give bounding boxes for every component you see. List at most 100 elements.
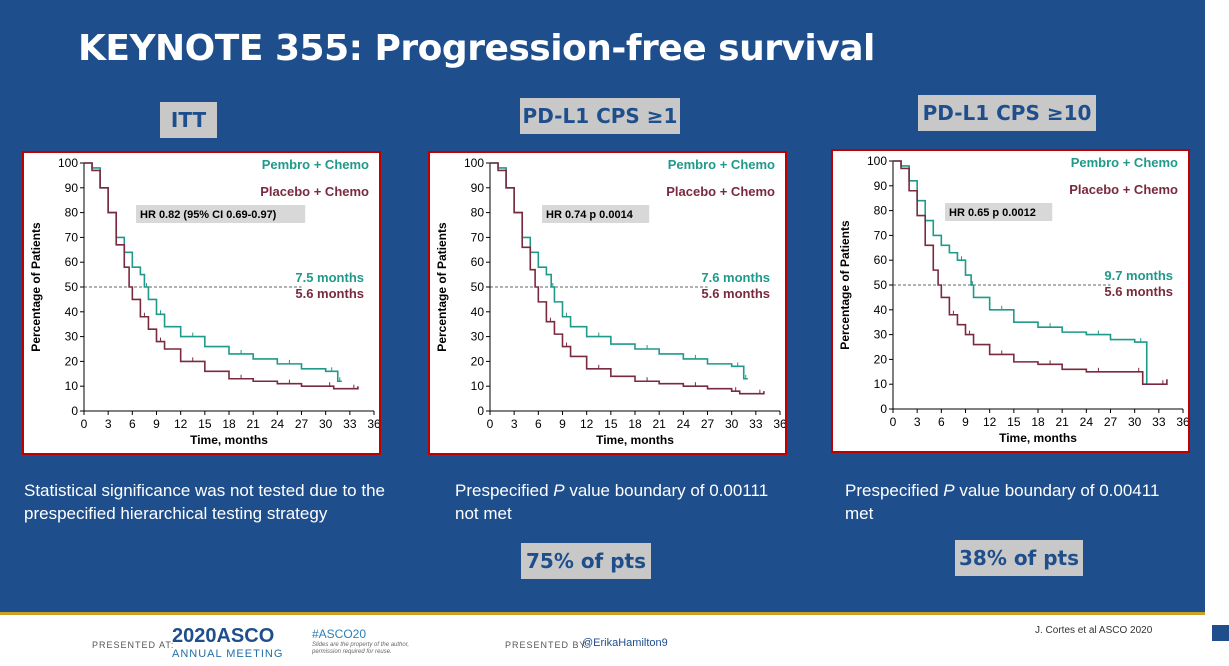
y-tick-label: 10 [874, 377, 888, 391]
legend-placebo-chemo: Placebo + Chemo [666, 184, 775, 199]
legend-placebo-chemo: Placebo + Chemo [1069, 182, 1178, 197]
y-tick-label: 0 [71, 404, 78, 418]
y-tick-label: 0 [477, 404, 484, 418]
x-axis-label: Time, months [190, 433, 268, 447]
permission-note: Slides are the property of the author, p… [312, 642, 410, 655]
x-tick-label: 21 [1055, 415, 1069, 429]
presenter-handle: @ErikaHamilton9 [582, 637, 668, 649]
y-tick-label: 40 [65, 305, 79, 319]
x-tick-label: 24 [1080, 415, 1094, 429]
x-tick-label: 21 [652, 417, 666, 431]
y-tick-label: 10 [65, 379, 79, 393]
y-tick-label: 70 [65, 230, 79, 244]
y-tick-label: 70 [471, 230, 485, 244]
hazard-ratio-text: HR 0.82 (95% CI 0.69-0.97) [140, 209, 277, 221]
hazard-ratio-box [136, 205, 306, 223]
x-tick-label: 15 [1007, 415, 1021, 429]
median-placebo-label: 5.6 months [1104, 284, 1173, 299]
x-tick-label: 33 [343, 417, 357, 431]
x-tick-label: 18 [1031, 415, 1045, 429]
x-axis-label: Time, months [999, 431, 1077, 445]
note-cps10: Prespecified P value boundary of 0.00411… [845, 481, 1160, 523]
asco-logo-subtitle: ANNUAL MEETING [172, 648, 284, 660]
x-tick-label: 0 [487, 417, 494, 431]
y-tick-label: 80 [471, 206, 485, 220]
y-axis-label: Percentage of Patients [838, 220, 852, 350]
median-pembro-label: 7.5 months [295, 270, 364, 285]
x-tick-label: 12 [580, 417, 594, 431]
badge-cps1: 75% of pts [521, 543, 651, 579]
x-tick-label: 30 [725, 417, 739, 431]
y-tick-label: 40 [471, 305, 485, 319]
x-tick-label: 27 [701, 417, 715, 431]
corner-square-decoration [1212, 625, 1229, 641]
x-tick-label: 12 [174, 417, 188, 431]
x-tick-label: 18 [628, 417, 642, 431]
presented-by-label: PRESENTED BY: [505, 640, 590, 650]
asco-logo: 2020ASCO [172, 625, 275, 647]
x-tick-label: 9 [153, 417, 160, 431]
y-tick-label: 50 [874, 278, 888, 292]
y-tick-label: 30 [65, 330, 79, 344]
y-tick-label: 100 [464, 156, 484, 170]
slide-title: KEYNOTE 355: Progression-free survival [78, 28, 875, 69]
median-placebo-label: 5.6 months [295, 286, 364, 301]
x-tick-label: 24 [271, 417, 285, 431]
x-tick-label: 15 [604, 417, 618, 431]
median-pembro-label: 9.7 months [1104, 268, 1173, 283]
y-tick-label: 100 [58, 156, 78, 170]
y-tick-label: 60 [65, 255, 79, 269]
x-tick-label: 0 [81, 417, 88, 431]
y-tick-label: 60 [874, 253, 888, 267]
x-tick-label: 33 [1152, 415, 1166, 429]
x-tick-label: 21 [246, 417, 260, 431]
y-tick-label: 20 [874, 352, 888, 366]
y-tick-label: 90 [874, 179, 888, 193]
x-tick-label: 27 [1104, 415, 1118, 429]
hazard-ratio-box [542, 205, 650, 223]
hazard-ratio-text: HR 0.74 p 0.0014 [546, 209, 634, 221]
placebo-chemo-curve [84, 162, 359, 390]
chart-panel-cps1: 0 10 20 30 40 50 60 70 80 90 100 0 3 6 9 12 15 18 21 24 27 30… [428, 151, 787, 455]
legend-pembro-chemo: Pembro + Chemo [668, 157, 775, 172]
legend-pembro-chemo: Pembro + Chemo [1071, 155, 1178, 170]
panel-label-cps1: PD-L1 CPS ≥1 [520, 98, 680, 134]
x-tick-label: 9 [962, 415, 969, 429]
presented-at-label: PRESENTED AT: [92, 640, 175, 650]
x-tick-label: 36 [773, 417, 785, 431]
y-tick-label: 90 [471, 181, 485, 195]
panel-label-cps10: PD-L1 CPS ≥10 [918, 95, 1096, 131]
x-tick-label: 6 [129, 417, 136, 431]
y-tick-label: 20 [65, 354, 79, 368]
y-tick-label: 80 [874, 204, 888, 218]
y-tick-label: 20 [471, 354, 485, 368]
y-tick-label: 30 [471, 330, 485, 344]
y-tick-label: 0 [880, 402, 887, 416]
x-tick-label: 27 [295, 417, 309, 431]
badge-cps10: 38% of pts [955, 540, 1083, 576]
x-tick-label: 30 [319, 417, 333, 431]
y-axis-label: Percentage of Patients [435, 222, 449, 352]
x-tick-label: 0 [890, 415, 897, 429]
x-tick-label: 3 [914, 415, 921, 429]
y-tick-label: 60 [471, 255, 485, 269]
x-tick-label: 12 [983, 415, 997, 429]
y-tick-label: 30 [874, 328, 888, 342]
y-tick-label: 50 [471, 280, 485, 294]
y-axis-label: Percentage of Patients [29, 222, 43, 352]
y-tick-label: 50 [65, 280, 79, 294]
x-tick-label: 30 [1128, 415, 1142, 429]
hazard-ratio-box [945, 203, 1053, 221]
hazard-ratio-text: HR 0.65 p 0.0012 [949, 207, 1036, 219]
y-tick-label: 70 [874, 228, 888, 242]
legend-placebo-chemo: Placebo + Chemo [260, 184, 369, 199]
x-axis-label: Time, months [596, 433, 674, 447]
citation-credit: J. Cortes et al ASCO 2020 [1035, 625, 1153, 636]
median-pembro-label: 7.6 months [701, 270, 770, 285]
x-tick-label: 24 [677, 417, 691, 431]
x-tick-label: 18 [222, 417, 236, 431]
note-itt: Statistical significance was not tested … [24, 481, 385, 523]
